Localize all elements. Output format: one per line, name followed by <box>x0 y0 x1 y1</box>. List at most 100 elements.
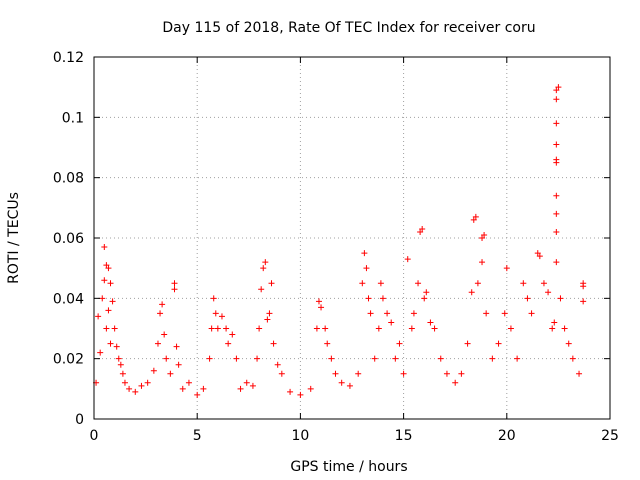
y-tick-label: 0 <box>75 412 84 428</box>
data-point <box>472 213 479 220</box>
data-point <box>553 228 560 235</box>
data-point <box>545 289 552 296</box>
data-point <box>431 325 438 332</box>
data-point <box>483 310 490 317</box>
data-point <box>443 370 450 377</box>
axes-layer: 0 5 10 15 20 25 0 0.02 0.04 0.06 0.08 0.1 0.12 <box>53 50 619 444</box>
data-point <box>524 295 531 302</box>
data-point <box>557 295 564 302</box>
data-point <box>361 250 368 257</box>
data-point <box>97 349 104 356</box>
data-point <box>225 340 232 347</box>
data-point <box>171 280 178 287</box>
y-axis-title: ROTI / TECUs <box>6 192 22 284</box>
data-point <box>138 382 145 389</box>
data-point <box>262 259 269 266</box>
data-point <box>185 379 192 386</box>
data-point <box>313 325 320 332</box>
data-point <box>258 286 265 293</box>
data-point <box>417 228 424 235</box>
data-point <box>171 286 178 293</box>
data-point <box>569 355 576 362</box>
data-point <box>268 280 275 287</box>
data-point <box>115 355 122 362</box>
data-point <box>377 280 384 287</box>
data-point <box>233 355 240 362</box>
data-point <box>396 340 403 347</box>
data-point <box>514 355 521 362</box>
data-point <box>194 391 201 398</box>
data-point <box>167 370 174 377</box>
data-point <box>105 265 112 272</box>
data-point <box>218 313 225 320</box>
data-point <box>392 355 399 362</box>
data-point <box>580 283 587 290</box>
data-point <box>278 370 285 377</box>
chart-title: Day 115 of 2018, Rate Of TEC Index for r… <box>162 20 535 36</box>
data-point <box>365 295 372 302</box>
data-point <box>113 343 120 350</box>
data-point <box>173 343 180 350</box>
data-point <box>99 295 106 302</box>
x-tick-label: 5 <box>193 428 202 444</box>
data-point <box>214 325 221 332</box>
data-point <box>159 301 166 308</box>
data-point <box>322 325 329 332</box>
data-point <box>144 379 151 386</box>
data-point <box>520 280 527 287</box>
points-layer <box>93 84 587 398</box>
data-point <box>119 370 126 377</box>
y-tick-label: 0.06 <box>53 231 84 247</box>
data-point <box>553 141 560 148</box>
data-point <box>419 225 426 232</box>
data-point <box>479 235 486 241</box>
data-point <box>107 340 114 347</box>
data-point <box>528 310 535 317</box>
data-point <box>266 310 273 317</box>
data-point <box>287 388 294 395</box>
data-point <box>400 370 407 377</box>
data-point <box>536 253 543 260</box>
x-tick-label: 25 <box>601 428 619 444</box>
data-point <box>346 382 353 389</box>
data-point <box>105 307 112 314</box>
data-point <box>553 259 560 266</box>
data-point <box>212 310 219 317</box>
data-point <box>415 280 422 287</box>
data-point <box>549 325 556 332</box>
data-point <box>111 325 118 332</box>
data-point <box>404 256 411 263</box>
data-point <box>481 231 488 238</box>
data-point <box>355 370 362 377</box>
data-point <box>237 385 244 392</box>
data-point <box>107 280 114 287</box>
data-point <box>437 355 444 362</box>
data-point <box>507 325 514 332</box>
x-tick-label: 10 <box>291 428 309 444</box>
data-point <box>458 370 465 377</box>
data-point <box>260 265 267 272</box>
data-point <box>117 361 124 368</box>
data-point <box>318 304 325 311</box>
data-point <box>206 355 213 362</box>
data-point <box>375 325 382 332</box>
y-tick-label: 0.1 <box>62 110 84 126</box>
grid-layer <box>94 57 610 419</box>
data-point <box>540 280 547 287</box>
data-point <box>101 277 108 284</box>
data-point <box>534 250 541 257</box>
data-point <box>553 210 560 217</box>
data-point <box>555 84 562 91</box>
data-point <box>470 216 477 223</box>
data-point <box>223 325 230 332</box>
data-point <box>452 379 459 386</box>
data-point <box>175 361 182 368</box>
data-point <box>132 388 139 395</box>
data-point <box>384 310 391 317</box>
data-point <box>208 325 215 332</box>
data-point <box>464 340 471 347</box>
data-point <box>423 289 430 296</box>
data-point <box>576 370 583 377</box>
data-point <box>551 319 558 326</box>
